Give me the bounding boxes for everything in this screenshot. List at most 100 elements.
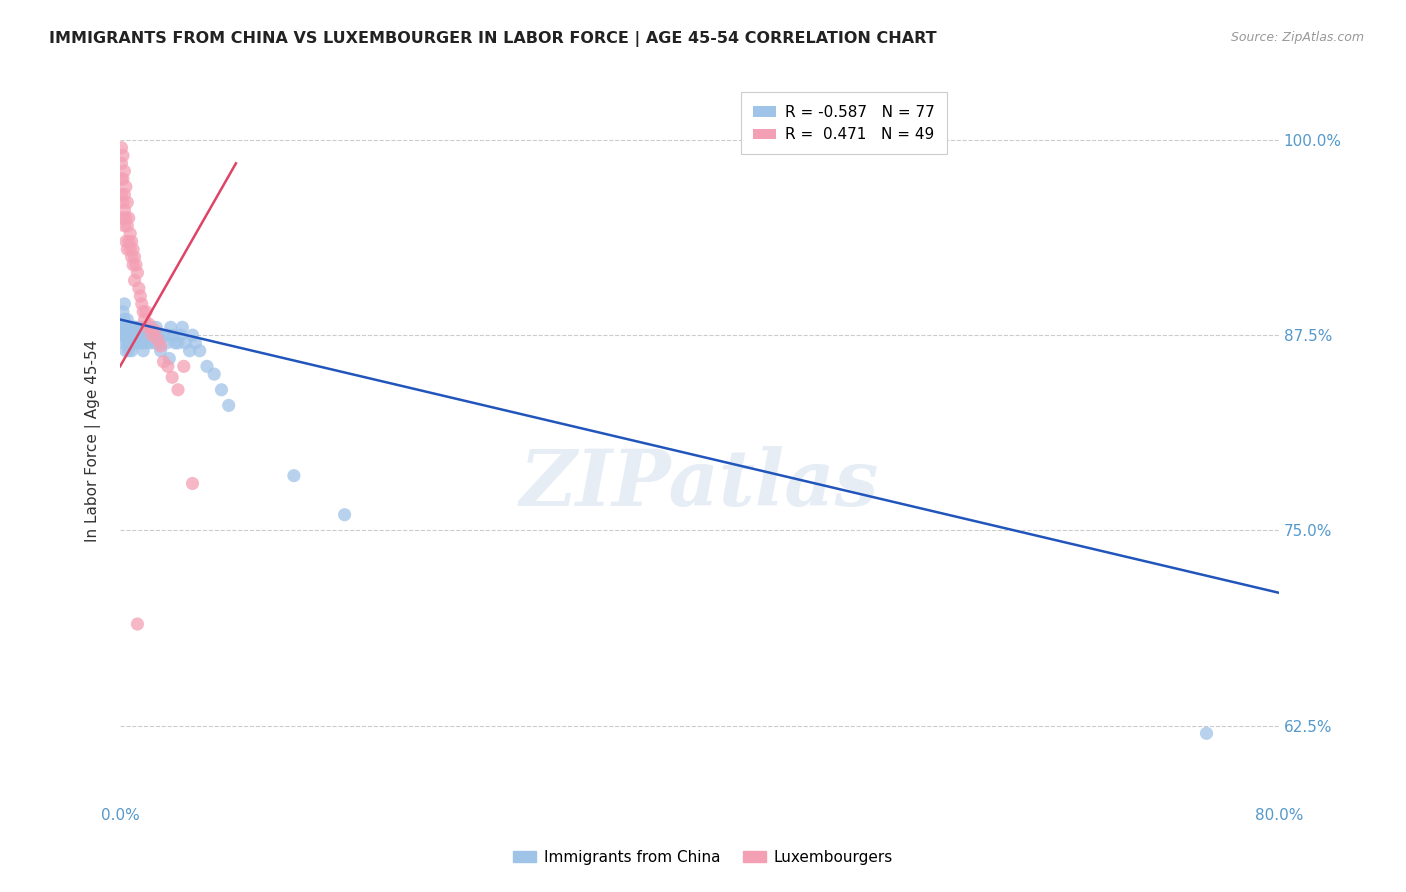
Point xyxy=(112,297,135,311)
Text: ZIPatlas: ZIPatlas xyxy=(520,446,879,523)
Point xyxy=(141,320,163,334)
Point xyxy=(122,242,145,256)
Point xyxy=(121,343,143,358)
Point xyxy=(139,335,162,350)
Point xyxy=(160,370,183,384)
Point xyxy=(122,328,145,343)
Point xyxy=(110,141,132,155)
Point xyxy=(179,343,201,358)
Point xyxy=(129,289,152,303)
Point xyxy=(134,312,156,326)
Point xyxy=(132,343,155,358)
Point xyxy=(117,312,139,326)
Point xyxy=(156,359,179,374)
Point xyxy=(115,328,138,343)
Point xyxy=(127,617,149,632)
Point xyxy=(141,328,163,343)
Point xyxy=(111,148,134,162)
Point xyxy=(117,219,139,233)
Point xyxy=(181,328,204,343)
Point xyxy=(142,328,165,343)
Point xyxy=(165,335,187,350)
Text: Source: ZipAtlas.com: Source: ZipAtlas.com xyxy=(1230,31,1364,45)
Point xyxy=(120,320,142,334)
Point xyxy=(112,312,135,326)
Point xyxy=(143,335,166,350)
Point xyxy=(122,320,145,334)
Point xyxy=(174,335,197,350)
Point xyxy=(145,320,167,334)
Point xyxy=(283,468,305,483)
Point xyxy=(218,398,240,412)
Point xyxy=(112,328,135,343)
Point xyxy=(167,335,190,350)
Point xyxy=(136,320,159,334)
Point xyxy=(173,359,195,374)
Point xyxy=(111,328,134,343)
Point xyxy=(333,508,356,522)
Point xyxy=(184,335,207,350)
Point xyxy=(111,195,134,210)
Point xyxy=(117,328,139,343)
Point xyxy=(112,164,135,178)
Point xyxy=(117,335,139,350)
Point xyxy=(157,351,180,366)
Point xyxy=(110,320,132,334)
Point xyxy=(167,383,190,397)
Point xyxy=(195,359,218,374)
Point xyxy=(127,266,149,280)
Point xyxy=(122,258,145,272)
Point xyxy=(132,304,155,318)
Legend: Immigrants from China, Luxembourgers: Immigrants from China, Luxembourgers xyxy=(508,844,898,871)
Point xyxy=(131,320,153,334)
Point xyxy=(172,320,194,334)
Point xyxy=(149,343,172,358)
Point xyxy=(124,335,146,350)
Point xyxy=(146,328,169,343)
Point xyxy=(112,335,135,350)
Point xyxy=(128,320,150,334)
Point xyxy=(124,328,146,343)
Point xyxy=(188,343,211,358)
Point xyxy=(155,335,177,350)
Point xyxy=(112,203,135,218)
Point xyxy=(111,304,134,318)
Point xyxy=(120,227,142,241)
Point xyxy=(149,339,172,353)
Point xyxy=(120,335,142,350)
Point xyxy=(124,273,146,287)
Point xyxy=(128,328,150,343)
Point xyxy=(156,328,179,343)
Point xyxy=(135,304,157,318)
Point xyxy=(121,235,143,249)
Point xyxy=(118,320,141,334)
Point xyxy=(152,354,174,368)
Point xyxy=(115,235,138,249)
Point xyxy=(129,328,152,343)
Point xyxy=(115,320,138,334)
Point xyxy=(112,219,135,233)
Point xyxy=(132,328,155,343)
Point xyxy=(128,281,150,295)
Point xyxy=(125,328,148,343)
Y-axis label: In Labor Force | Age 45-54: In Labor Force | Age 45-54 xyxy=(86,339,101,541)
Point xyxy=(127,335,149,350)
Point xyxy=(125,320,148,334)
Point xyxy=(131,297,153,311)
Point xyxy=(110,156,132,170)
Point xyxy=(117,328,139,343)
Point xyxy=(121,320,143,334)
Point xyxy=(135,335,157,350)
Point xyxy=(117,320,139,334)
Point xyxy=(1195,726,1218,740)
Point xyxy=(110,187,132,202)
Point xyxy=(138,317,160,331)
Point xyxy=(131,335,153,350)
Point xyxy=(152,328,174,343)
Point xyxy=(146,333,169,347)
Point xyxy=(121,250,143,264)
Point xyxy=(110,172,132,186)
Point xyxy=(127,328,149,343)
Point xyxy=(202,367,225,381)
Point xyxy=(134,328,156,343)
